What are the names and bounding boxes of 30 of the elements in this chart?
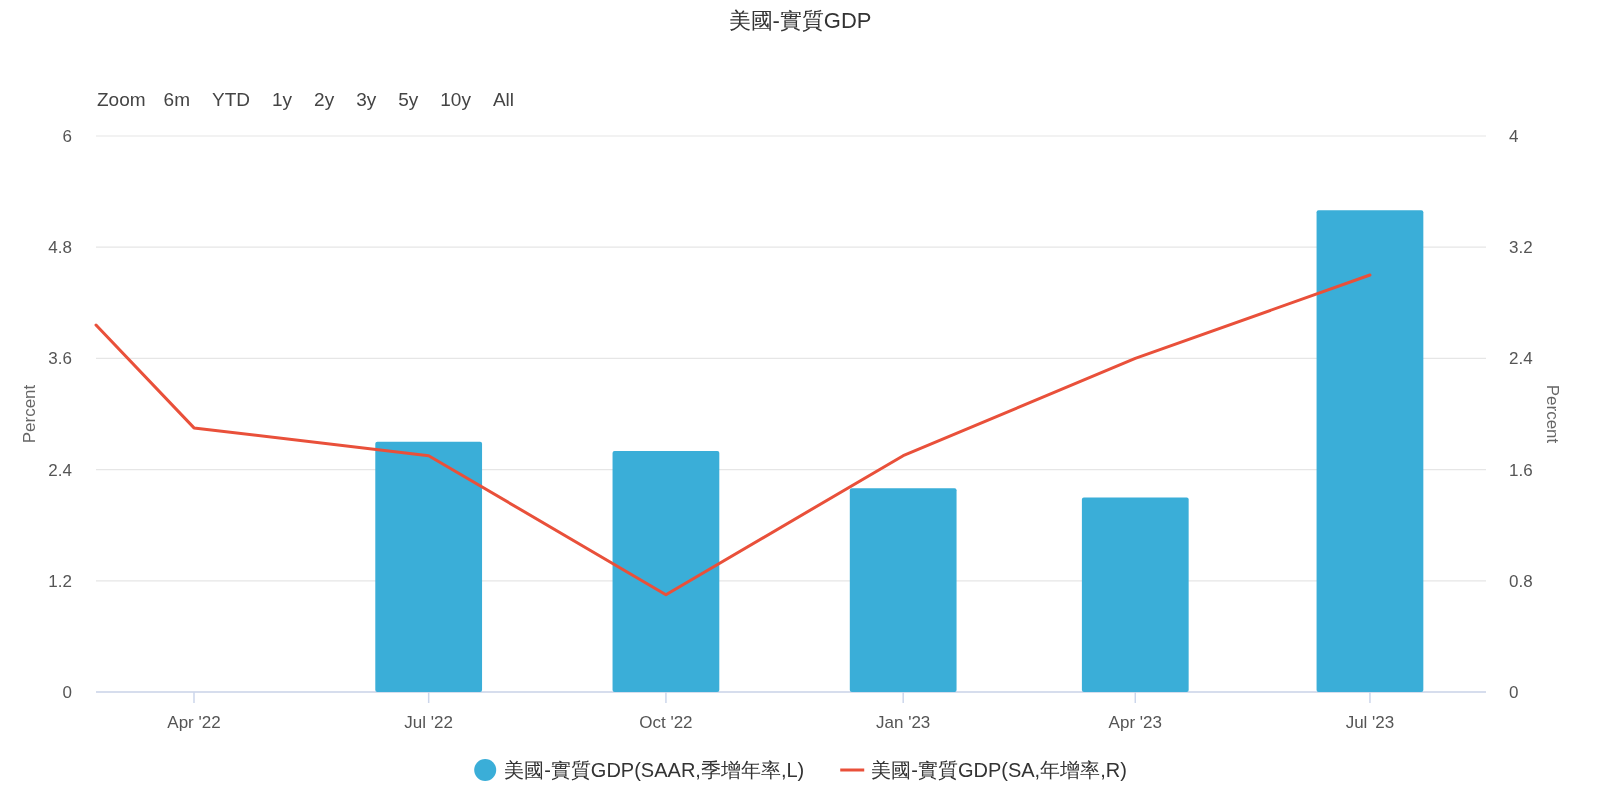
x-tick-label: Jul '22	[404, 713, 453, 732]
y-tick-label: 2.4	[48, 460, 72, 480]
y-axis-title: Percent	[20, 384, 39, 444]
bar	[1316, 210, 1424, 692]
y2-tick-label: 0.8	[1509, 571, 1533, 591]
x-tick-label: Apr '22	[167, 713, 221, 732]
legend-label: 美國-實質GDP(SA,年增率,R)	[871, 759, 1127, 781]
x-tick-label: Jan '23	[876, 713, 931, 732]
y-tick-label: 6	[62, 127, 72, 146]
chart-title: 美國-實質GDP	[728, 8, 872, 33]
y2-tick-label: 4	[1509, 127, 1519, 146]
y2-axis-title: Percent	[1543, 384, 1562, 444]
bar	[375, 441, 483, 692]
range-selector: Zoom 6m YTD 1y 2y 3y 5y 10y All	[97, 89, 515, 110]
x-tick-label: Oct '22	[639, 713, 693, 732]
y2-tick-label: 1.6	[1509, 460, 1533, 480]
y-tick-label: 0	[62, 683, 72, 702]
x-tick-label: Jul '23	[1345, 713, 1395, 732]
x-tick-label: Apr '23	[1108, 713, 1162, 732]
bar	[612, 451, 720, 692]
y2-tick-label: 3.2	[1509, 238, 1533, 258]
y-tick-label: 3.6	[48, 349, 72, 369]
y-tick-label: 4.8	[48, 238, 72, 258]
y2-tick-label: 0	[1509, 683, 1519, 702]
legend-label: 美國-實質GDP(SAAR,季增年率,L)	[504, 759, 805, 781]
bar	[1081, 497, 1189, 692]
y2-tick-label: 2.4	[1509, 349, 1533, 369]
y-tick-label: 1.2	[48, 571, 72, 591]
bar	[849, 488, 957, 692]
line-series	[94, 273, 1372, 597]
